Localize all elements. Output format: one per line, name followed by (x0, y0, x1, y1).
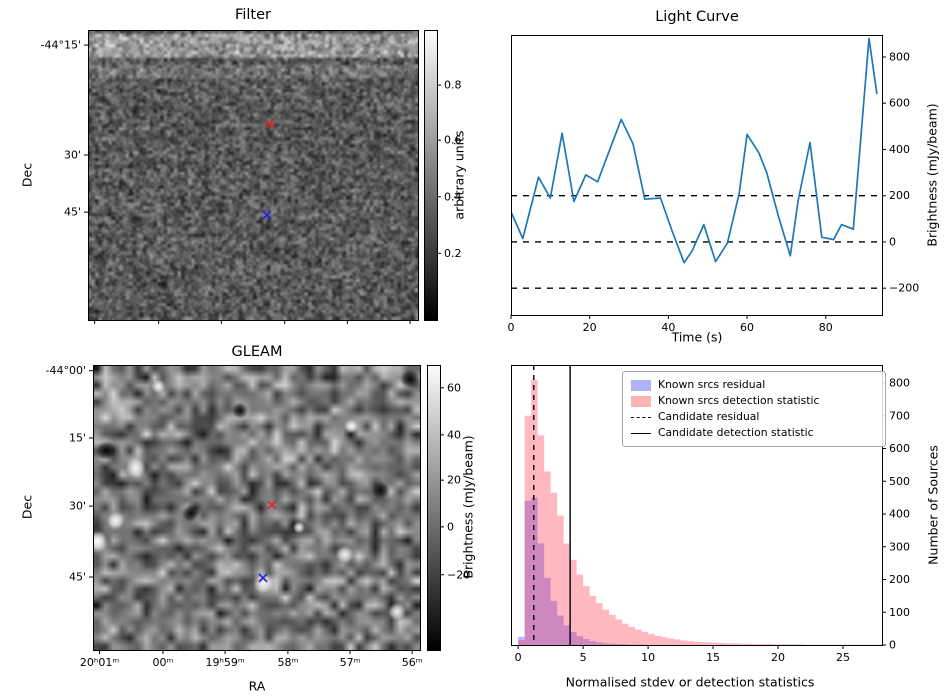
tick-label: 700 (889, 409, 910, 422)
histogram-legend: Known srcs residual Known srcs detection… (622, 371, 886, 447)
legend-row-detection: Known srcs detection statistic (631, 393, 877, 409)
tick-label: 500 (889, 475, 910, 488)
tick-label: 200 (889, 189, 910, 202)
tick-label: 45' (64, 206, 81, 219)
tick-label: 19ʰ59ᵐ (205, 656, 244, 669)
legend-label-detection: Known srcs detection statistic (658, 394, 820, 407)
legend-label-candidate-residual: Candidate residual (658, 410, 760, 423)
legend-label-candidate-detection: Candidate detection statistic (658, 426, 814, 439)
x-marker-icon (258, 573, 268, 583)
histogram-series-0 (518, 497, 649, 645)
tick-label: 300 (889, 540, 910, 553)
tick-label: 0.8 (444, 79, 462, 92)
legend-swatch-residual-icon (631, 379, 651, 391)
filter-colorbar-label: arbitrary units (451, 130, 467, 220)
histogram-ylabel: Number of Sources (925, 445, 941, 565)
tick-label: 0.6 (444, 134, 462, 147)
tick-label: 400 (889, 143, 910, 156)
gleam-colorbar-label: Brightness (mJy/beam) (460, 435, 476, 579)
legend-swatch-detection-icon (631, 395, 651, 407)
tick-label: 200 (889, 573, 910, 586)
legend-row-candidate-detection: Candidate detection statistic (631, 425, 877, 441)
legend-label-residual: Known srcs residual (658, 378, 766, 391)
tick-label: 45' (69, 571, 86, 584)
legend-row-residual: Known srcs residual (631, 377, 877, 393)
tick-label: 60 (740, 321, 754, 334)
x-marker-icon (265, 119, 275, 129)
tick-label: 0 (508, 321, 515, 334)
tick-label: 30' (69, 500, 86, 513)
tick-label: 56ᵐ (402, 656, 423, 669)
tick-label: 00ᵐ (153, 656, 174, 669)
tick-label: 20 (583, 321, 597, 334)
histogram-xlabel: Normalised stdev or detection statistics (565, 674, 815, 690)
tick-label: 400 (889, 508, 910, 521)
light-curve-xlabel: Time (s) (671, 329, 723, 345)
tick-label: 800 (889, 377, 910, 390)
tick-label: 25 (836, 651, 850, 664)
gleam-xlabel: RA (248, 678, 266, 694)
light-curve-frame (511, 35, 883, 316)
x-marker-icon (262, 210, 272, 220)
legend-dashed-line-icon (631, 416, 651, 418)
gleam-colorbar (427, 365, 440, 650)
gleam-colorbar-frame (427, 365, 441, 651)
gleam-ylabel: Dec (19, 494, 35, 520)
tick-label: 0.4 (444, 190, 462, 203)
tick-label: 600 (889, 97, 910, 110)
tick-label: 0 (515, 651, 522, 664)
tick-label: 57ᵐ (340, 656, 361, 669)
tick-label: 15 (706, 651, 720, 664)
x-marker-icon (267, 500, 277, 510)
light-curve-title: Light Curve (655, 9, 739, 25)
filter-heatmap-image (88, 30, 418, 320)
filter-title: Filter (235, 7, 271, 23)
filter-colorbar-frame (424, 30, 438, 321)
tick-label: 100 (889, 606, 910, 619)
gleam-title: GLEAM (231, 344, 283, 360)
tick-label: 60 (447, 381, 461, 394)
tick-label: 0 (889, 235, 896, 248)
gleam-frame (93, 365, 421, 651)
tick-label: -44°00' (46, 364, 87, 377)
tick-label: −200 (889, 282, 919, 295)
filter-ylabel: Dec (19, 162, 35, 188)
tick-label: 800 (889, 50, 910, 63)
histogram-frame (511, 365, 883, 646)
tick-label: 40 (661, 321, 675, 334)
filter-colorbar (424, 30, 437, 320)
tick-label: 600 (889, 442, 910, 455)
legend-row-candidate-residual: Candidate residual (631, 409, 877, 425)
tick-label: 30' (64, 148, 81, 161)
tick-label: 58ᵐ (277, 656, 298, 669)
tick-label: 20 (771, 651, 785, 664)
tick-label: −20 (447, 568, 470, 581)
tick-label: 5 (580, 651, 587, 664)
tick-label: -44°15' (41, 39, 82, 52)
tick-label: 20 (447, 474, 461, 487)
tick-label: 0.2 (444, 247, 462, 260)
tick-label: 0 (889, 639, 896, 652)
tick-label: 15' (69, 431, 86, 444)
tick-label: 80 (819, 321, 833, 334)
tick-label: 20ʰ01ᵐ (80, 656, 119, 669)
gleam-heatmap-image (93, 365, 420, 650)
tick-label: 40 (447, 428, 461, 441)
filter-frame (88, 30, 419, 321)
tick-label: 10 (641, 651, 655, 664)
light-curve-line (511, 37, 878, 264)
histogram-series-1 (518, 379, 882, 645)
light-curve-ylabel: Brightness (mJy/beam) (924, 103, 940, 247)
tick-label: 0 (447, 520, 454, 533)
legend-solid-line-icon (631, 432, 651, 434)
